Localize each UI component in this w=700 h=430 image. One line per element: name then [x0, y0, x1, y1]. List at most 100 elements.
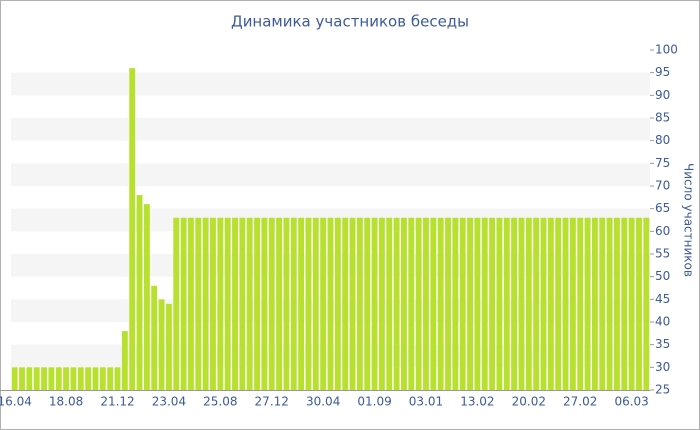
bar: [55, 367, 62, 390]
y-tick-label: 80: [655, 133, 670, 147]
x-tick-label: 27.12: [255, 395, 289, 409]
grid-band: [11, 118, 650, 141]
bar: [276, 217, 283, 390]
bar: [268, 217, 275, 390]
y-tick-label: 40: [655, 315, 670, 329]
bar: [415, 217, 422, 390]
bar: [430, 217, 437, 390]
bar: [503, 217, 510, 390]
x-tick-label: 16.04: [0, 395, 32, 409]
bar: [547, 217, 554, 390]
bar: [349, 217, 356, 390]
bar: [19, 367, 25, 390]
x-tick-label: 18.08: [49, 395, 83, 409]
y-tick-label: 85: [655, 111, 670, 125]
bar: [452, 217, 459, 390]
bar: [129, 68, 136, 390]
y-tick-label: 55: [655, 247, 670, 261]
bar: [599, 217, 606, 390]
bar: [364, 217, 371, 390]
y-tick-label: 70: [655, 179, 670, 193]
bar: [210, 217, 216, 390]
bar: [636, 217, 642, 390]
bar: [232, 217, 238, 390]
bar: [518, 217, 525, 390]
x-tick-label: 23.04: [152, 395, 186, 409]
bar: [555, 217, 562, 390]
bar: [356, 217, 363, 390]
bar: [11, 367, 18, 390]
bar: [628, 217, 635, 390]
bar: [298, 217, 305, 390]
bar: [180, 217, 187, 390]
bar: [393, 217, 400, 390]
y-tick-label: 65: [655, 201, 670, 215]
bar: [562, 217, 569, 390]
bar: [136, 195, 143, 390]
bar: [408, 217, 415, 390]
y-axis-title: Число участников: [682, 163, 696, 277]
bar: [401, 217, 407, 390]
y-tick-label: 50: [655, 269, 670, 283]
bar: [489, 217, 496, 390]
bar: [459, 217, 466, 390]
bar: [334, 217, 341, 390]
bar: [643, 217, 650, 390]
bar: [158, 299, 165, 390]
bar: [577, 217, 584, 390]
bar: [423, 217, 429, 390]
bar: [496, 217, 503, 390]
bar: [261, 217, 268, 390]
bar: [584, 217, 591, 390]
bar: [77, 367, 84, 390]
bar: [202, 217, 209, 390]
chart-title: Динамика участников беседы: [231, 13, 469, 31]
grid-band: [11, 163, 650, 186]
x-tick-label: 25.08: [203, 395, 237, 409]
bar: [481, 217, 488, 390]
bar: [320, 217, 327, 390]
bar: [327, 217, 334, 390]
bar: [467, 217, 473, 390]
x-tick-label: 03.01: [409, 395, 443, 409]
bar: [143, 204, 150, 390]
bar: [342, 217, 349, 390]
bar: [371, 217, 378, 390]
bar: [312, 217, 319, 390]
bar: [511, 217, 518, 390]
bar: [195, 217, 202, 390]
bar: [173, 217, 180, 390]
bar: [525, 217, 532, 390]
x-tick-label: 20.02: [512, 395, 546, 409]
bar: [606, 217, 613, 390]
bar: [99, 367, 106, 390]
bar: [533, 217, 540, 390]
bar: [437, 217, 444, 390]
bar: [254, 217, 260, 390]
bar: [217, 217, 224, 390]
bar: [26, 367, 33, 390]
y-tick-label: 75: [655, 156, 670, 170]
y-tick-label: 30: [655, 360, 670, 374]
y-tick-label: 90: [655, 88, 670, 102]
bar: [591, 217, 598, 390]
bar: [33, 367, 40, 390]
bar: [305, 217, 312, 390]
x-tick-label: 13.02: [460, 395, 494, 409]
bar: [165, 303, 172, 390]
bar: [378, 217, 385, 390]
bar: [239, 217, 246, 390]
bar: [445, 217, 451, 390]
bar: [188, 217, 194, 390]
y-tick-label: 45: [655, 292, 670, 306]
x-tick-label: 27.02: [563, 395, 597, 409]
bar: [474, 217, 481, 390]
bar: [621, 217, 628, 390]
bar: [63, 367, 70, 390]
bar: [246, 217, 253, 390]
bar: [386, 217, 393, 390]
bar: [151, 285, 158, 390]
x-tick-label: 30.04: [306, 395, 340, 409]
bar: [614, 217, 620, 390]
